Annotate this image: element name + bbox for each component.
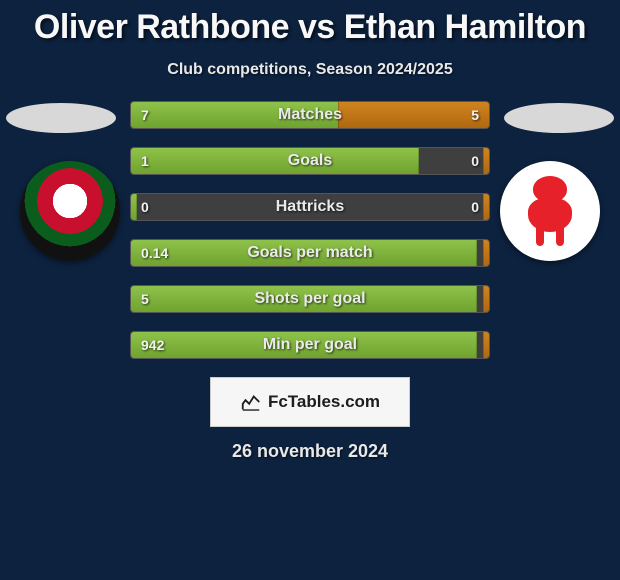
subtitle: Club competitions, Season 2024/2025 (0, 61, 620, 79)
stat-row: Matches7 5 (130, 101, 490, 129)
stat-value-left: 5 (141, 291, 149, 307)
chart-icon (240, 391, 262, 413)
stat-value-left: 7 (141, 107, 149, 123)
stat-value-right: 0 (471, 199, 479, 215)
stat-value-right: 0 (471, 153, 479, 169)
stat-value-right: 5 (471, 107, 479, 123)
imp-icon (520, 176, 580, 246)
stat-row: Shots per goal5 (130, 285, 490, 313)
comparison-body: Matches75Goals10Hattricks00Goals per mat… (0, 101, 620, 462)
date-label: 26 november 2024 (0, 441, 620, 462)
stat-label: Goals per match (131, 244, 489, 262)
stat-label: Shots per goal (131, 290, 489, 308)
stat-row: Goals1 0 (130, 147, 490, 175)
player-right-platform (504, 103, 614, 133)
stat-label: Min per goal (131, 336, 489, 354)
stat-value-left: 1 (141, 153, 149, 169)
stat-value-left: 0.14 (141, 245, 168, 261)
branding-text: FcTables.com (268, 392, 380, 412)
stat-label: Goals (131, 152, 489, 170)
stat-value-left: 942 (141, 337, 164, 353)
player-left-platform (6, 103, 116, 133)
club-crest-left (20, 161, 120, 261)
stats-bars: Matches75Goals10Hattricks00Goals per mat… (130, 101, 490, 359)
page-title: Oliver Rathbone vs Ethan Hamilton (0, 0, 620, 47)
stat-label: Matches (131, 106, 489, 124)
stat-row: Hattricks0 0 (130, 193, 490, 221)
stat-value-left: 0 (141, 199, 149, 215)
stat-row: Min per goal942 (130, 331, 490, 359)
branding-badge: FcTables.com (210, 377, 410, 427)
stat-row: Goals per match0.14 (130, 239, 490, 267)
club-crest-right (500, 161, 600, 261)
stat-label: Hattricks (131, 198, 489, 216)
